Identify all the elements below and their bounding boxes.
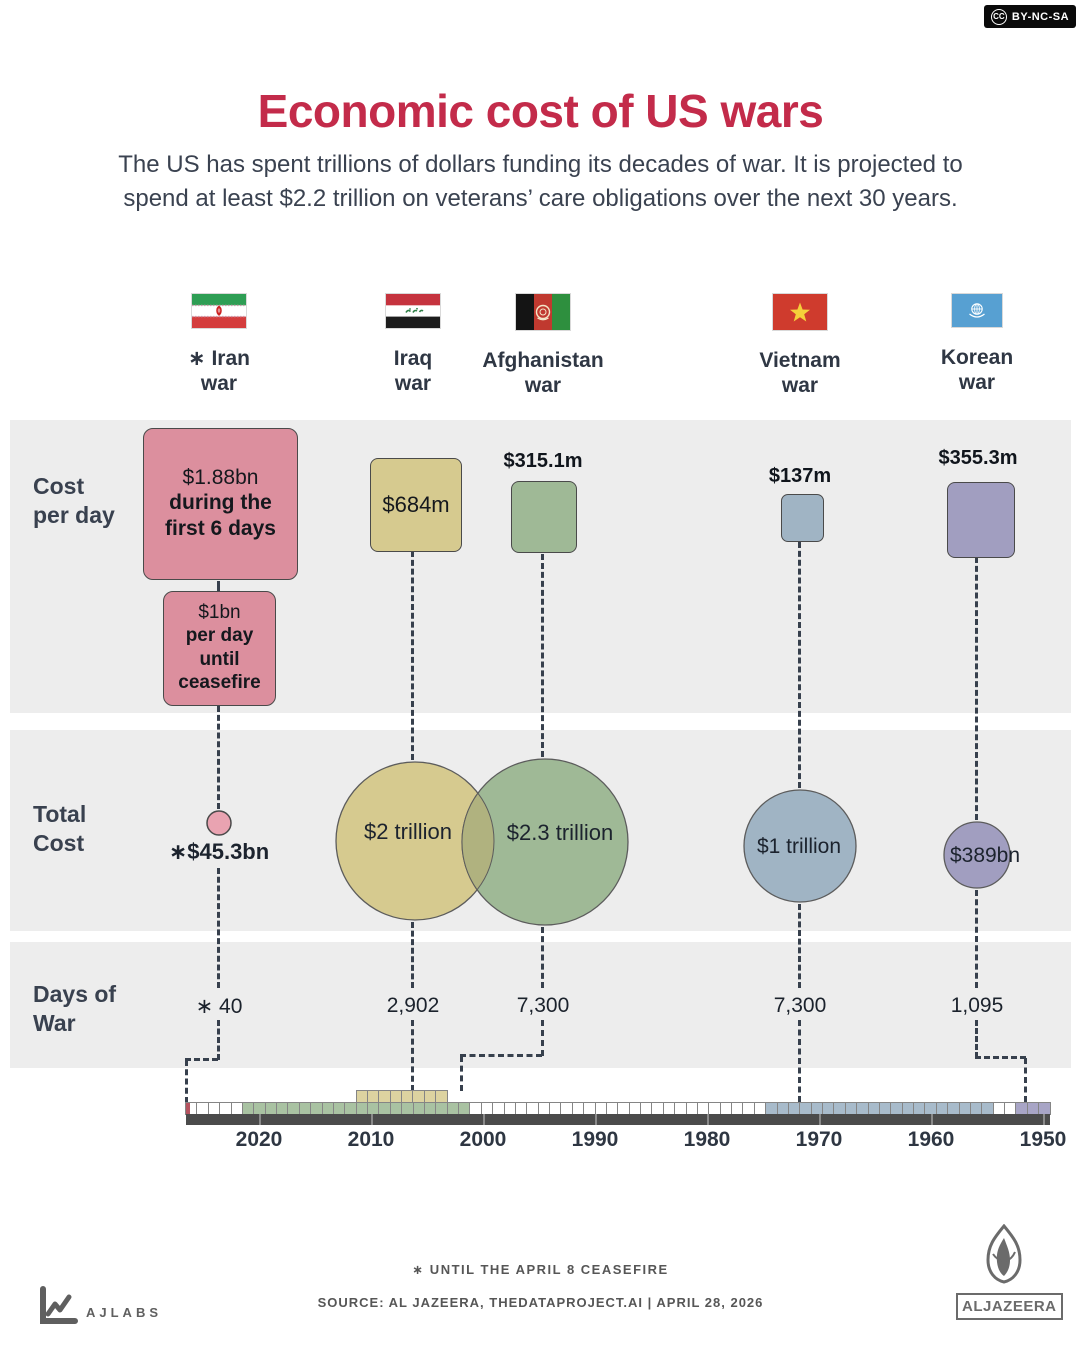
ajlabs-label: AJLABS	[86, 1305, 163, 1320]
iran-flag-icon	[192, 294, 246, 328]
ajlabs-chart-icon	[40, 1286, 78, 1324]
iran-days-value: ∗ 40	[195, 995, 243, 1018]
row-label-cost-per-day: Cost per day	[33, 473, 115, 528]
iran-total-label: ∗$45.3bn	[168, 839, 270, 864]
iraq-afghanistan-overlap	[461, 792, 495, 891]
page-subtitle: The US has spent trillions of dollars fu…	[0, 148, 1081, 216]
timeline-decade-tick	[707, 1114, 709, 1125]
afghanistan-total-label: $2.3 trillion	[506, 820, 614, 845]
timeline-decade-label-1950: 1950	[1019, 1128, 1067, 1151]
timeline-decade-label-1990: 1990	[571, 1128, 619, 1151]
subtitle-line1: The US has spent trillions of dollars fu…	[118, 151, 963, 178]
timeline-decade-label-2000: 2000	[459, 1128, 507, 1151]
iraq-total-label: $2 trillion	[363, 819, 453, 844]
column-vietnam: Vietnam war	[690, 294, 910, 399]
iraq-flag-icon	[386, 294, 440, 328]
row-label-total-cost: Total Cost	[33, 801, 87, 856]
korea-days-value: 1,095	[950, 994, 1004, 1017]
iraq-days-value: 2,902	[386, 994, 440, 1017]
afghanistan-cost-box	[511, 481, 577, 553]
vietnam-total-label: $1 trillion	[756, 835, 842, 858]
timeline-decade-label-2020: 2020	[235, 1128, 283, 1151]
timeline-decade-tick	[483, 1114, 485, 1125]
timeline-year-labels: 2020 2010 2000 1990 1980 1970 1960 1950	[0, 1128, 1081, 1154]
vietnam-cost-box	[781, 494, 824, 542]
source-line: SOURCE: AL JAZEERA, THEDATAPROJECT.AI | …	[317, 1295, 764, 1310]
timeline-decade-label-1970: 1970	[795, 1128, 843, 1151]
timeline-decade-tick	[259, 1114, 261, 1125]
cc-license-badge: CC BY-NC-SA	[984, 5, 1076, 28]
afghanistan-days-value: 7,300	[516, 994, 570, 1017]
war-name-iran: ∗ Iran war	[188, 347, 250, 395]
days-of-war-band	[10, 942, 1071, 1068]
timeline-decade-label-2010: 2010	[347, 1128, 395, 1151]
column-iraq: Iraq war	[303, 294, 523, 397]
timeline-decade-label-1960: 1960	[907, 1128, 955, 1151]
war-name-afghanistan: Afghanistan war	[482, 349, 604, 397]
afghanistan-flag-icon	[516, 294, 570, 330]
timeline-decade-tick	[595, 1114, 597, 1125]
column-afghanistan: Afghanistan war	[433, 294, 653, 399]
iraq-cost-box: $684m	[370, 458, 462, 552]
aljazeera-flame-icon	[986, 1223, 1022, 1284]
aljazeera-wordmark: ALJAZEERA	[956, 1293, 1063, 1320]
aljazeera-logo: ALJAZEERA	[956, 1223, 1063, 1320]
vietnam-flag-icon	[773, 294, 827, 330]
korea-cost-box	[947, 482, 1015, 558]
row-label-days-of-war: Days of War	[33, 981, 117, 1036]
ceasefire-footnote: ∗ UNTIL THE APRIL 8 CEASEFIRE	[412, 1262, 669, 1277]
iran-cost-box-secondary: $1bn per day until ceasefire	[163, 591, 276, 706]
timeline-year-cells	[185, 1102, 1051, 1115]
subtitle-line2: spend at least $2.2 trillion on veterans…	[123, 185, 958, 213]
page-title: Economic cost of US wars	[257, 85, 824, 137]
total-cost-circles	[206, 758, 1011, 926]
column-iran: ∗ Iran war	[109, 294, 329, 397]
cc-icon: CC	[990, 8, 1007, 25]
column-korea: Korean war	[867, 294, 1081, 396]
iran-total-circle	[206, 810, 232, 836]
afghanistan-cost-label: $315.1m	[503, 450, 583, 472]
timeline-decade-tick	[1043, 1114, 1045, 1125]
timeline-decade-tick	[371, 1114, 373, 1125]
timeline-decade-tick	[819, 1114, 821, 1125]
un-flag-icon	[952, 294, 1002, 327]
vietnam-days-value: 7,300	[773, 994, 827, 1017]
iran-cost-box-primary: $1.88bn during the first 6 days	[143, 428, 298, 580]
timeline-axis-bar	[186, 1114, 1050, 1125]
cc-license-label: BY-NC-SA	[1011, 10, 1070, 23]
korea-total-label: $389bn	[949, 844, 1021, 867]
war-name-korea: Korean war	[940, 346, 1014, 394]
ajlabs-logo: AJLABS	[38, 1286, 162, 1326]
korea-total-circle	[943, 821, 1011, 889]
war-name-iraq: Iraq war	[393, 347, 433, 395]
timeline-decade-label-1980: 1980	[683, 1128, 731, 1151]
vietnam-cost-label: $137m	[768, 465, 832, 487]
korea-cost-label: $355.3m	[938, 447, 1018, 469]
war-name-vietnam: Vietnam war	[759, 349, 841, 397]
vietnam-total-circle	[743, 789, 857, 903]
timeline-decade-tick	[931, 1114, 933, 1125]
